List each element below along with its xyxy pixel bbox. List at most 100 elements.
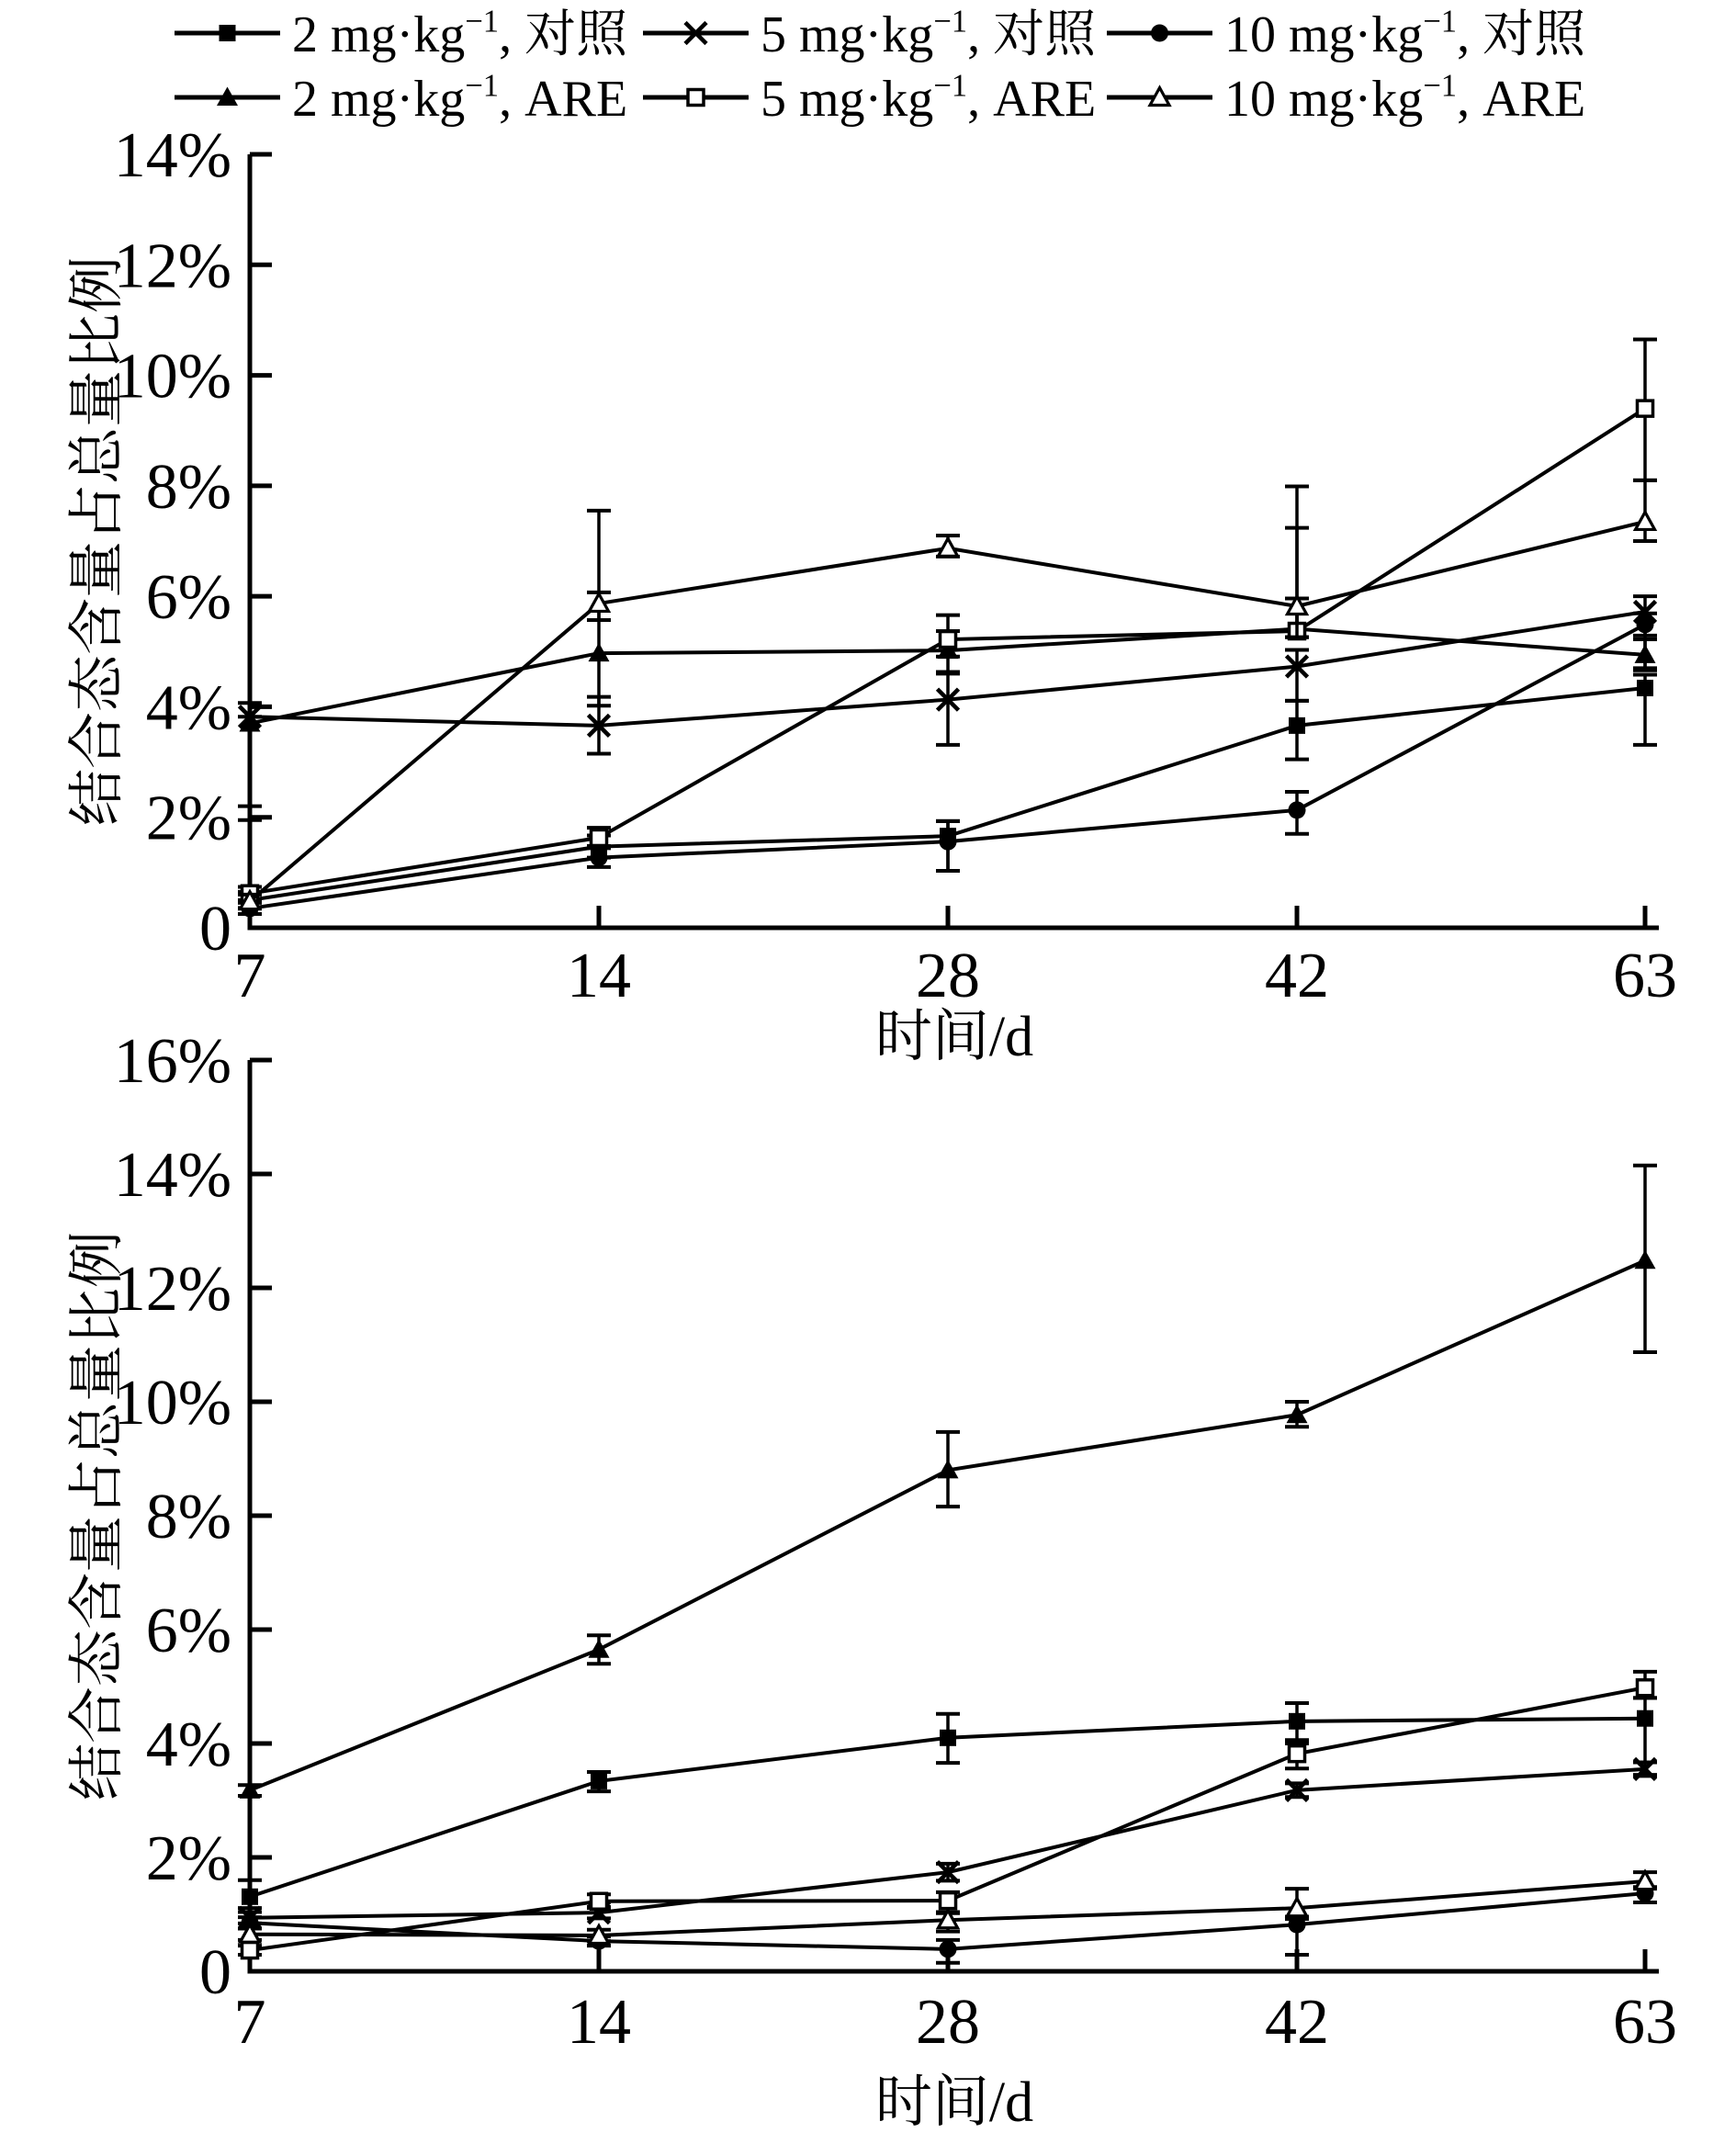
legend-label: 5 mg·kg −1, ARE	[761, 68, 1096, 128]
series-x-cross	[237, 594, 1658, 808]
cjk-glyph	[68, 1631, 119, 1685]
marker-open-triangle	[935, 1907, 961, 1930]
legend-item-10-mg-kg-: 10 mg·kg −1,	[1107, 4, 1584, 63]
marker-open-triangle	[1632, 1868, 1658, 1891]
text-run: −1	[465, 68, 499, 104]
cjk-glyph	[1046, 9, 1094, 56]
text-run: 10 mg·kg	[1224, 71, 1423, 128]
marker-x-cross	[935, 1859, 961, 1885]
text-run: 2 mg·kg	[292, 71, 465, 128]
text-run: ,	[499, 6, 524, 63]
marker-open-square	[240, 1940, 260, 1960]
text-run: /d	[989, 2071, 1033, 2134]
cjk-glyph	[68, 1405, 119, 1457]
marker-filled-square	[591, 1772, 607, 1789]
series-open-triangle	[237, 1868, 1658, 1946]
x-tick-label: 7	[234, 941, 266, 1011]
y-tick-label: 12%	[114, 1254, 231, 1325]
marker-filled-square	[940, 828, 956, 845]
series-filled-triangle	[238, 1163, 1657, 1799]
chart-top-panel: 0 2% 4% 6% 8% 10% 12% 14% 7 14 28 42 63/d	[67, 120, 1677, 1068]
cjk-glyph	[68, 1461, 121, 1506]
marker-open-triangle	[1284, 1895, 1310, 1918]
marker-open-triangle	[586, 591, 612, 614]
x-tick-label: 7	[234, 1987, 266, 2058]
legend-label: 2 mg·kg −1, ARE	[292, 68, 627, 128]
text-run: , ARE	[967, 71, 1096, 128]
marker-open-square	[1635, 1677, 1655, 1698]
cjk-glyph	[69, 372, 119, 424]
y-axis-title	[67, 1234, 121, 1800]
marker-open-square	[1287, 1743, 1307, 1764]
legend-item-2-mg-kg-: 2 mg·kg −1,	[175, 4, 626, 63]
y-tick-label: 4%	[146, 1710, 231, 1780]
legend-item-5-mg-kg-: 5 mg·kg −1,	[643, 4, 1094, 63]
legend-item-5-mg-kg-ARE: 5 mg·kg −1, ARE	[643, 68, 1096, 128]
cjk-glyph	[67, 1687, 121, 1742]
marker-x-cross	[1632, 599, 1658, 625]
text-run: −1	[933, 68, 967, 104]
y-axis-title	[67, 259, 121, 825]
y-axis-title-rotated	[67, 1234, 121, 1800]
text-run: 10 mg·kg	[1224, 6, 1423, 63]
marker-filled-triangle	[217, 86, 238, 106]
marker-filled-circle	[1151, 24, 1168, 42]
error-bar	[1285, 648, 1309, 703]
marker-filled-square	[1289, 717, 1305, 734]
y-tick-label: 10%	[114, 342, 231, 412]
series-open-square	[238, 1669, 1657, 1960]
marker-open-triangle	[1284, 593, 1310, 616]
x-tick-label: 14	[567, 941, 631, 1011]
y-tick-label: 0	[199, 1937, 231, 2008]
marker-filled-triangle	[588, 642, 610, 662]
text-run: , ARE	[1457, 71, 1585, 128]
cjk-glyph	[69, 1518, 119, 1570]
marker-filled-square	[1637, 679, 1653, 696]
y-tick-label: 4%	[146, 672, 231, 743]
text-run: ,	[1457, 6, 1482, 63]
y-tick-label: 6%	[146, 1596, 231, 1666]
marker-filled-circle	[1288, 1915, 1306, 1934]
y-tick-label: 8%	[146, 1482, 231, 1552]
y-tick-label: 12%	[114, 231, 231, 301]
chart-bottom-panel: 0 2% 4% 6% 8% 10% 12% 14% 16% 7 14 28 42 63/d	[67, 1026, 1677, 2134]
text-run: 2 mg·kg	[292, 6, 465, 63]
legend: 2 mg·kg −1, 5 mg·kg −1, 10 mg·kg −1, 2 mg·k…	[175, 4, 1585, 128]
legend-label: 5 mg·kg −1,	[761, 4, 1094, 63]
series-open-square	[238, 337, 1657, 903]
cjk-glyph	[68, 1234, 121, 1287]
cjk-glyph	[69, 315, 120, 364]
text-run: −1	[465, 4, 499, 39]
marker-open-triangle	[1147, 85, 1172, 107]
marker-filled-triangle	[1634, 644, 1656, 663]
y-tick-label: 8%	[146, 452, 231, 523]
legend-item-10-mg-kg-ARE: 10 mg·kg −1, ARE	[1107, 68, 1585, 128]
marker-x-cross	[683, 20, 708, 46]
marker-x-cross	[586, 713, 612, 739]
x-tick-label: 28	[916, 941, 980, 1011]
marker-x-cross	[237, 1905, 263, 1930]
legend-label: 2 mg·kg −1,	[292, 4, 626, 63]
y-tick-label: 14%	[114, 1140, 231, 1211]
cjk-glyph	[69, 1290, 120, 1338]
axes: 0 2% 4% 6% 8% 10% 12% 14% 16% 7 14 28 42 63	[114, 1026, 1677, 2058]
cjk-glyph	[68, 770, 121, 825]
series-open-triangle	[237, 478, 1658, 911]
marker-x-cross	[1284, 1777, 1310, 1802]
marker-x-cross	[935, 687, 961, 712]
marker-x-cross	[1632, 1756, 1658, 1782]
cjk-glyph	[939, 2072, 986, 2126]
text-run: 5 mg·kg	[761, 71, 933, 128]
cjk-glyph	[939, 1007, 986, 1060]
marker-filled-triangle	[239, 712, 261, 732]
cjk-glyph	[68, 657, 119, 710]
cjk-glyph	[68, 487, 121, 532]
cjk-glyph	[1483, 8, 1532, 56]
marker-filled-square	[1289, 1712, 1305, 1730]
y-tick-label: 2%	[146, 784, 231, 854]
marker-open-square	[1635, 399, 1655, 418]
x-tick-label: 63	[1613, 941, 1677, 1011]
marker-filled-square	[1637, 1710, 1653, 1727]
marker-open-square	[686, 87, 705, 107]
text-run: , ARE	[499, 71, 627, 128]
